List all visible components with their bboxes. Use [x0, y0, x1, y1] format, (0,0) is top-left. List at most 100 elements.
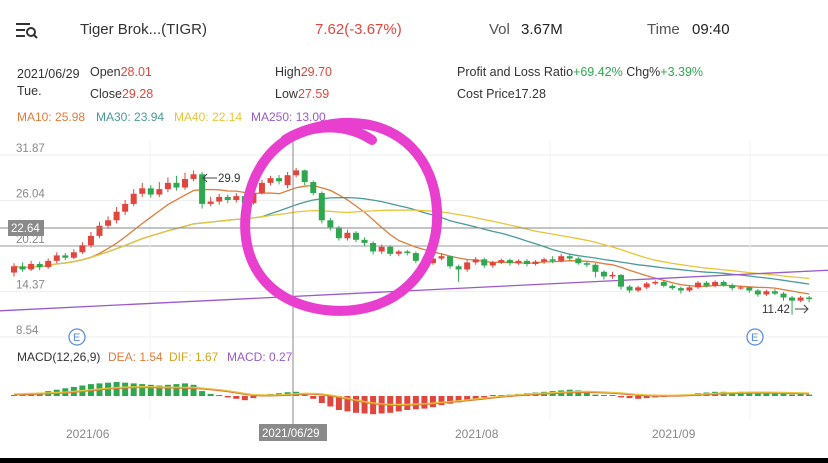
annotations: 29.9 11.42 E E — [68, 173, 809, 346]
candle-body — [438, 256, 445, 259]
candle-body — [96, 225, 103, 236]
macd-bar — [122, 382, 129, 396]
macd-bar — [635, 396, 642, 399]
macd-bar — [139, 384, 146, 396]
ma10-label: MA10: 25.98 — [17, 110, 86, 124]
crosshair-date: 2021/06/29 — [262, 428, 320, 440]
plr-label: Profit and Loss Ratio — [457, 65, 574, 79]
macd-lines — [13, 385, 810, 407]
low-arrow-head — [803, 304, 809, 314]
macd-bar — [643, 396, 650, 399]
macd-bar — [746, 392, 753, 396]
candle-body — [652, 281, 659, 284]
cost-label: Cost Price — [457, 87, 515, 101]
ma250-label: MA250: 13.00 — [251, 110, 326, 124]
macd-bar — [395, 396, 402, 412]
high-value: 29.70 — [300, 65, 332, 79]
macd-value-label: MACD: 0.27 — [227, 350, 293, 364]
candle-body — [541, 259, 548, 262]
event-marker-icon[interactable] — [68, 328, 86, 346]
candle-body — [130, 193, 137, 204]
candle-body — [472, 259, 479, 263]
candle-body — [284, 175, 291, 186]
macd-bar — [173, 384, 180, 396]
candle-body — [789, 297, 796, 301]
candle-body — [703, 282, 710, 286]
volume-label: Vol — [489, 21, 510, 38]
macd-bar — [182, 383, 188, 396]
high-arrow-head — [202, 173, 208, 183]
macd-bar — [626, 396, 633, 399]
candle-body — [506, 260, 513, 264]
crosshair: 22.64 2021/06/29 — [0, 135, 828, 441]
stock-name[interactable]: Tiger Brok...(TIGR) — [80, 21, 207, 38]
macd-bar — [780, 393, 787, 396]
macd-bar — [224, 396, 231, 398]
macd-bar — [429, 396, 436, 408]
low-label: Low — [275, 87, 298, 101]
candles — [11, 168, 813, 315]
macd-bar — [806, 394, 813, 396]
candle-body — [207, 201, 214, 204]
candle-body — [182, 178, 188, 188]
open-label: Open — [90, 65, 121, 79]
high-label: High — [275, 65, 301, 79]
macd-bar — [789, 394, 796, 396]
macd-bar — [370, 396, 377, 415]
candle-body — [669, 285, 676, 289]
candle-body — [335, 227, 342, 239]
macd-bar — [464, 396, 471, 401]
candle-body — [53, 255, 60, 261]
candle-body — [797, 297, 804, 301]
dif-label: DIF: 1.67 — [169, 350, 219, 364]
ma40-label: MA40: 22.14 — [174, 110, 243, 124]
menu-search-icon[interactable] — [16, 22, 38, 40]
macd-bar — [583, 392, 590, 396]
macd-bar — [652, 396, 659, 398]
candle-body — [361, 239, 368, 243]
macd-bar — [438, 396, 445, 406]
candle-body — [164, 182, 171, 190]
y-tick-label: 20.21 — [16, 234, 45, 246]
x-label-aug: 2021/08 — [455, 427, 499, 441]
candle-body — [370, 242, 377, 252]
candle-body — [173, 182, 180, 188]
event-marker-icon-2[interactable] — [746, 328, 764, 346]
candle-body — [643, 283, 650, 288]
candle-body — [720, 281, 727, 286]
macd-bar — [412, 396, 419, 410]
macd-bar — [447, 396, 454, 404]
macd-bar — [754, 393, 761, 396]
ma30-label: MA30: 23.94 — [96, 110, 165, 124]
candle-body — [70, 252, 77, 258]
time-label: Time — [647, 21, 680, 38]
moving-average-lines — [0, 184, 828, 312]
price-change: 7.62(-3.67%) — [315, 21, 402, 38]
candle-body — [524, 260, 530, 264]
macd-bar — [575, 390, 582, 396]
crosshair-value: 22.64 — [11, 223, 40, 235]
macd-bar — [404, 396, 411, 410]
plr-value: +69.42% — [573, 65, 623, 79]
y-tick-label: 26.04 — [16, 188, 45, 200]
macd-bar — [600, 395, 607, 396]
quote-header: Tiger Brok...(TIGR) 7.62(-3.67%) Vol 3.6… — [0, 0, 828, 60]
candle-body — [113, 211, 120, 221]
candle-body — [729, 285, 736, 289]
candle-body — [310, 182, 317, 193]
macd-bar — [147, 384, 154, 396]
candle-body — [566, 256, 573, 259]
macd-title: MACD(12,26,9) — [17, 350, 100, 364]
candle-body — [712, 281, 719, 286]
candle-body — [353, 232, 359, 240]
macd-bar — [421, 396, 428, 409]
macd-legend: MACD(12,26,9) DEA: 1.54 DIF: 1.67 MACD: … — [17, 350, 293, 364]
candle-body — [429, 258, 436, 264]
candle-body — [455, 266, 462, 270]
macd-bar — [301, 394, 308, 396]
cost-value: 17.28 — [514, 87, 546, 101]
candle-body — [276, 178, 283, 182]
info-date: 2021/06/29 — [17, 67, 80, 81]
candle-body — [677, 288, 684, 291]
